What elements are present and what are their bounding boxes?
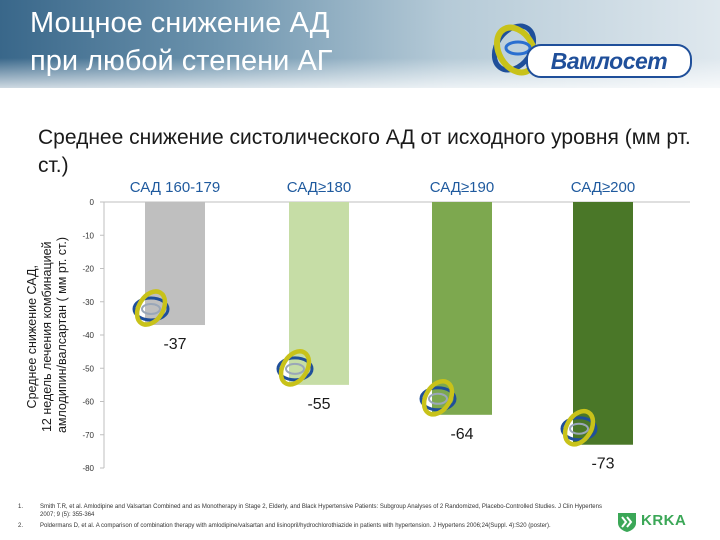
reference-text: Poldermans D, et al. A comparison of com…: [40, 523, 551, 529]
bar-1: [145, 202, 205, 326]
y-tick-label: -50: [82, 364, 94, 373]
y-axis-label-line-3: амлодипин/валсартан ( мм рт. ст.): [55, 237, 69, 433]
bar-chart: Среднее снижение САД, 12 недель лечения …: [25, 179, 690, 473]
value-label: -37: [163, 336, 186, 353]
reference-number: 2.: [18, 523, 24, 529]
category-label: САД≥180: [287, 179, 351, 196]
krka-shield-icon: [618, 513, 636, 532]
brand-badge: Вамлосет: [526, 44, 692, 78]
header-banner: Мощное снижение АД при любой степени АГ …: [0, 0, 720, 88]
y-axis-label: Среднее снижение САД, 12 недель лечения …: [25, 237, 69, 433]
y-axis-label-line-1: Среднее снижение САД,: [25, 265, 39, 408]
category-label: САД 160-179: [130, 179, 220, 196]
bar-2: [289, 202, 349, 385]
value-label: -73: [591, 456, 614, 473]
y-tick-label: -40: [82, 331, 94, 340]
chart-subtitle: Среднее снижение систолического АД от ис…: [38, 126, 691, 177]
slide-title: Мощное снижение АД при любой степени АГ: [30, 4, 333, 80]
y-tick-label: 0: [90, 198, 95, 207]
slide-title-line-2: при любой степени АГ: [30, 45, 333, 77]
y-tick-label: -30: [82, 298, 94, 307]
brand-logo: Вамлосет: [486, 18, 698, 80]
brand-name: Вамлосет: [550, 48, 668, 74]
company-logo: KRKA: [616, 510, 714, 532]
value-label: -64: [450, 426, 473, 443]
slide-title-line-1: Мощное снижение АД: [30, 7, 330, 39]
y-axis-label-line-2: 12 недель лечения комбинацией: [40, 241, 54, 432]
reference-number: 1.: [18, 504, 24, 510]
category-label: САД≥190: [430, 179, 494, 196]
y-tick-label: -10: [82, 231, 94, 240]
y-tick-label: -60: [82, 398, 94, 407]
y-tick-label: -80: [82, 464, 94, 473]
company-name: KRKA: [641, 512, 687, 529]
category-label: САД≥200: [571, 179, 635, 196]
y-tick-label: -20: [82, 265, 94, 274]
reference-text: Smith T.R, et al. Amlodipine and Valsart…: [40, 504, 602, 518]
bar-4: [573, 202, 633, 445]
y-tick-label: -70: [82, 431, 94, 440]
value-label: -55: [307, 396, 330, 413]
